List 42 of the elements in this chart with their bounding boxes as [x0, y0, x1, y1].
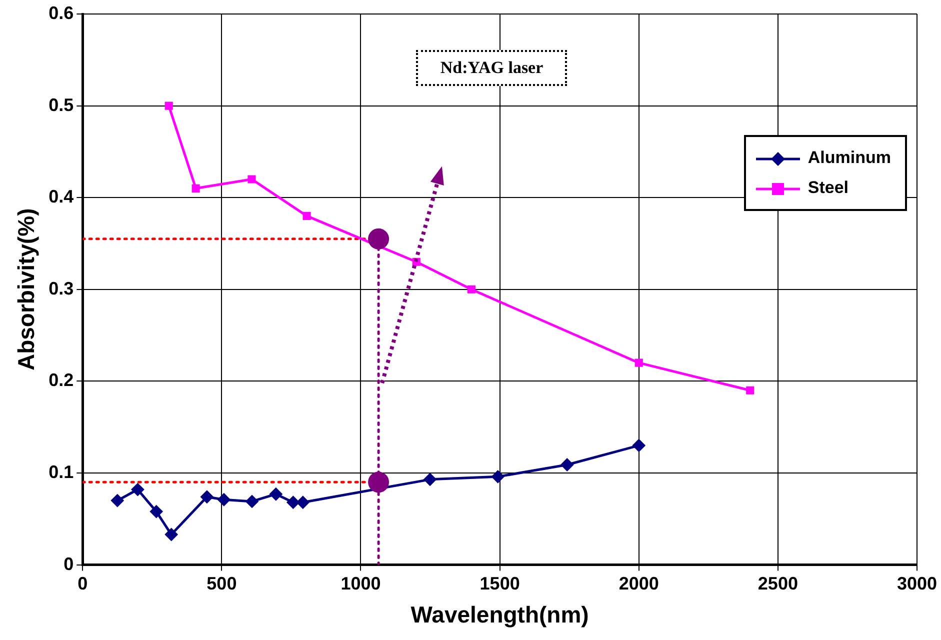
point [217, 493, 230, 506]
point [634, 358, 643, 367]
y-tick-label: 0.5 [48, 94, 74, 115]
point [248, 175, 256, 184]
point [200, 490, 214, 504]
point [246, 494, 258, 508]
point [269, 488, 282, 501]
x-tick-label: 1500 [480, 574, 520, 594]
point [110, 494, 124, 508]
point [164, 102, 173, 110]
point [302, 212, 311, 220]
y-tick-label: 0.3 [48, 278, 74, 298]
x-tick-label: 3000 [896, 574, 938, 594]
y-tick-label: 0.6 [48, 2, 74, 23]
y-tick-label: 0.2 [48, 370, 74, 390]
point [368, 228, 390, 250]
point [368, 472, 390, 493]
point [632, 438, 646, 452]
x-tick-label: 500 [206, 574, 237, 594]
point [150, 505, 163, 518]
point [131, 483, 144, 496]
point [491, 470, 504, 484]
x-tick-label: 2000 [618, 574, 659, 594]
point [164, 528, 178, 542]
point [296, 496, 310, 509]
point [560, 458, 574, 472]
point [286, 496, 300, 509]
point [424, 472, 436, 486]
x-tick-label: 0 [78, 574, 88, 594]
legend-label: Aluminum [808, 148, 891, 168]
x-tick-label: 1000 [340, 574, 381, 594]
point [467, 285, 476, 294]
y-axis-title: Absorbivity(%) [13, 208, 40, 371]
y-tick-label: 0.4 [48, 186, 74, 207]
x-axis-title: Wavelength(nm) [410, 602, 589, 628]
legend-label: Steel [808, 178, 849, 198]
point [192, 184, 200, 192]
annotation: Nd:YAG laser [416, 50, 568, 86]
point [746, 386, 754, 394]
y-tick-label: 0.1 [48, 462, 74, 482]
x-tick-label: 2500 [758, 574, 798, 594]
y-tick-label: 0 [64, 554, 74, 574]
